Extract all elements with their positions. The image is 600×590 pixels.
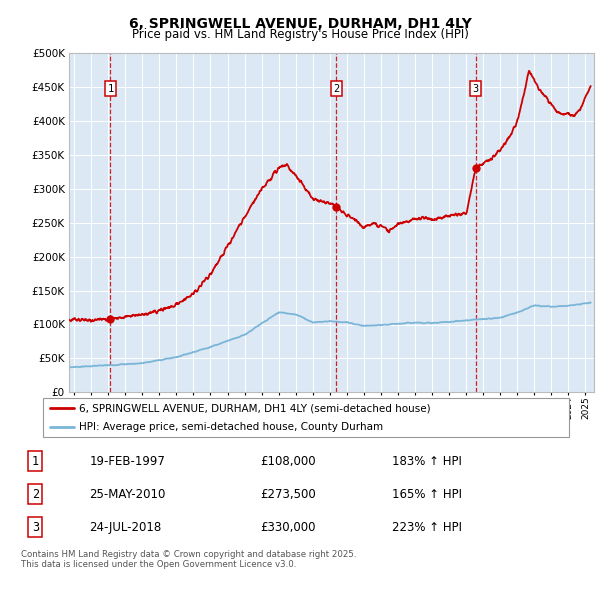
Text: £108,000: £108,000 (260, 454, 316, 468)
Text: 2: 2 (334, 84, 340, 94)
Text: Contains HM Land Registry data © Crown copyright and database right 2025.
This d: Contains HM Land Registry data © Crown c… (21, 550, 356, 569)
FancyBboxPatch shape (43, 398, 569, 437)
Text: HPI: Average price, semi-detached house, County Durham: HPI: Average price, semi-detached house,… (79, 422, 383, 432)
Text: 183% ↑ HPI: 183% ↑ HPI (392, 454, 461, 468)
Text: Price paid vs. HM Land Registry's House Price Index (HPI): Price paid vs. HM Land Registry's House … (131, 28, 469, 41)
Text: £330,000: £330,000 (260, 520, 316, 534)
Text: 25-MAY-2010: 25-MAY-2010 (89, 487, 166, 501)
Text: 1: 1 (32, 454, 39, 468)
Text: 6, SPRINGWELL AVENUE, DURHAM, DH1 4LY: 6, SPRINGWELL AVENUE, DURHAM, DH1 4LY (128, 17, 472, 31)
Text: 2: 2 (32, 487, 39, 501)
Text: 165% ↑ HPI: 165% ↑ HPI (392, 487, 461, 501)
Text: 1: 1 (107, 84, 113, 94)
Text: 3: 3 (473, 84, 479, 94)
Text: 6, SPRINGWELL AVENUE, DURHAM, DH1 4LY (semi-detached house): 6, SPRINGWELL AVENUE, DURHAM, DH1 4LY (s… (79, 404, 431, 414)
Text: 24-JUL-2018: 24-JUL-2018 (89, 520, 161, 534)
Text: 3: 3 (32, 520, 39, 534)
Text: 19-FEB-1997: 19-FEB-1997 (89, 454, 165, 468)
Text: 223% ↑ HPI: 223% ↑ HPI (392, 520, 461, 534)
Text: £273,500: £273,500 (260, 487, 316, 501)
